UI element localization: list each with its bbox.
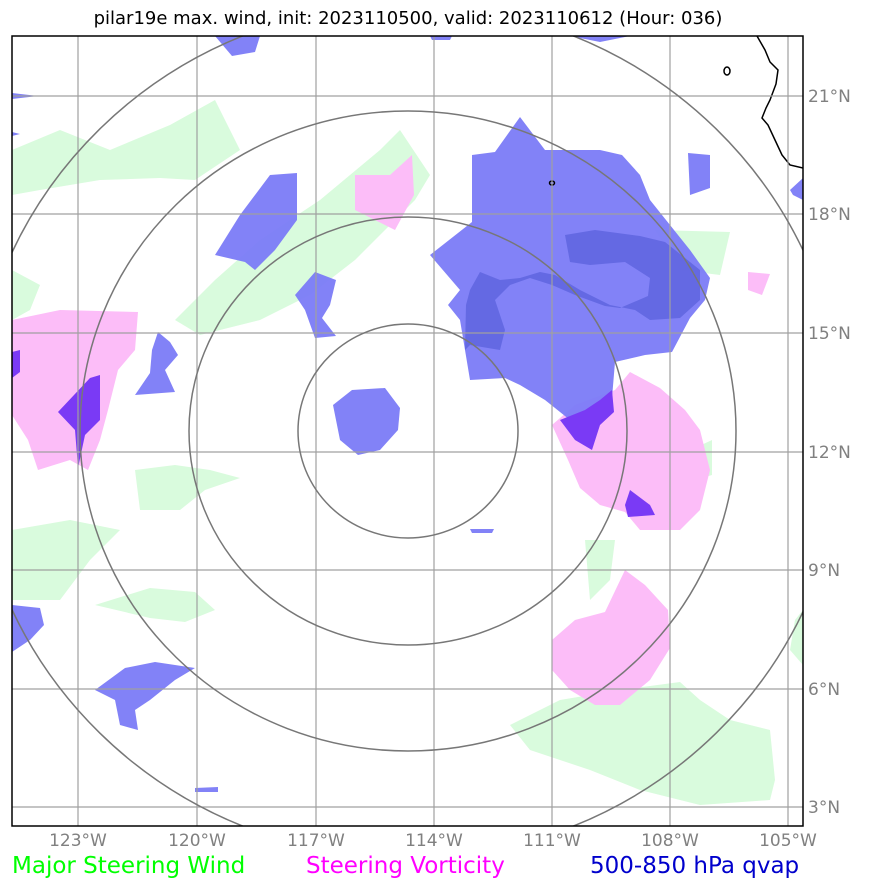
- lon-label: 120°W: [168, 831, 226, 851]
- lon-label: 111°W: [523, 831, 581, 851]
- vorticity-qvap-overlap: [12, 350, 655, 517]
- lon-label: 105°W: [759, 831, 817, 851]
- lat-label: 15°N: [808, 324, 851, 344]
- gridlines: [12, 36, 803, 826]
- island: [723, 66, 731, 76]
- qvap-overlap-wind: [465, 230, 700, 350]
- lat-label: 18°N: [808, 205, 851, 225]
- lat-label: 21°N: [808, 87, 851, 107]
- lon-label: 117°W: [287, 831, 345, 851]
- lon-label: 108°W: [641, 831, 699, 851]
- coastline: [756, 36, 803, 169]
- qvap-areas: [12, 36, 803, 792]
- map-frame: [11, 35, 804, 827]
- legend-steering-wind: Major Steering Wind: [12, 853, 246, 879]
- lat-label: 6°N: [808, 680, 840, 700]
- lon-label: 123°W: [49, 831, 107, 851]
- lat-label: 9°N: [808, 561, 840, 581]
- lon-label: 114°W: [405, 831, 463, 851]
- map-title: pilar19e max. wind, init: 2023110500, va…: [93, 8, 723, 29]
- legend-steering-vorticity: Steering Vorticity: [306, 853, 505, 879]
- range-rings: [12, 36, 803, 826]
- lat-label: 3°N: [808, 798, 840, 818]
- legend-qvap: 500-850 hPa qvap: [590, 853, 800, 879]
- lat-label: 12°N: [808, 443, 851, 463]
